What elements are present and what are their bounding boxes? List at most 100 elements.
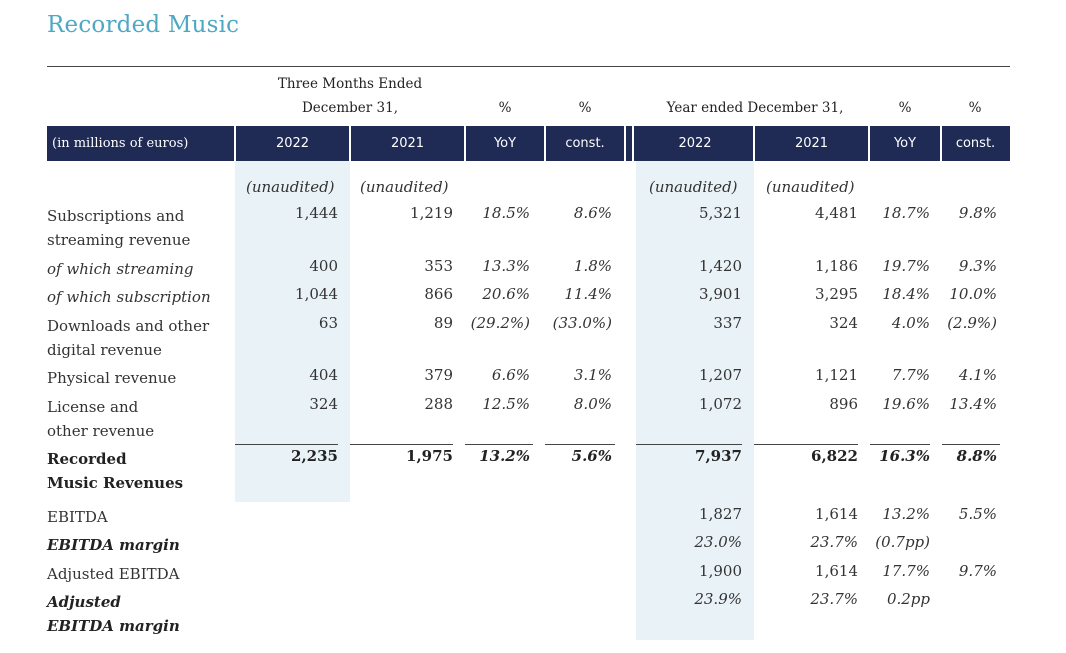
pct-yoy-q: %	[498, 100, 512, 116]
table-cell: 13.3%	[482, 257, 530, 275]
row-label: Adjusted	[47, 593, 121, 611]
band-sep	[349, 126, 351, 161]
table-cell: 23.9%	[694, 590, 742, 608]
table-cell: 3,295	[815, 285, 858, 303]
total-rule	[465, 444, 533, 445]
row-label: Downloads and other	[47, 317, 210, 335]
page-title: Recorded Music	[47, 12, 240, 38]
table-cell: 353	[424, 257, 453, 275]
top-rule	[47, 66, 1010, 67]
row-label: Music Revenues	[47, 474, 184, 492]
table-cell: 19.7%	[882, 257, 930, 275]
table-cell: 1,614	[815, 562, 858, 580]
table-cell: 400	[309, 257, 338, 275]
table-cell: 1.8%	[573, 257, 612, 275]
row-label: Physical revenue	[47, 369, 177, 387]
col-y-const: const.	[955, 136, 996, 151]
col-y-yoy: YoY	[893, 136, 917, 151]
pct-const-y: %	[968, 100, 982, 116]
table-cell: 13.2%	[882, 505, 930, 523]
december-31: December 31,	[301, 100, 398, 116]
table-cell: 7,937	[695, 447, 742, 465]
table-cell: 1,444	[295, 204, 338, 222]
row-label: Adjusted EBITDA	[47, 565, 180, 583]
total-rule	[942, 444, 1000, 445]
table-cell: 12.5%	[482, 395, 530, 413]
table-cell: 18.5%	[482, 204, 530, 222]
band-sep	[632, 126, 634, 161]
unaudited-q-2021: (unaudited)	[360, 178, 449, 196]
table-cell: 1,207	[699, 366, 742, 384]
unaudited-q-2022: (unaudited)	[246, 178, 335, 196]
table-cell: 23.0%	[694, 533, 742, 551]
col-q-yoy: YoY	[493, 136, 517, 151]
table-cell: 20.6%	[482, 285, 530, 303]
row-label: EBITDA margin	[47, 536, 180, 554]
row-label: digital revenue	[47, 341, 162, 359]
total-rule	[870, 444, 930, 445]
table-cell: 18.7%	[882, 204, 930, 222]
table-cell: 1,121	[815, 366, 858, 384]
table-cell: 1,420	[699, 257, 742, 275]
table-cell: 324	[829, 314, 858, 332]
col-y-2021: 2021	[794, 136, 829, 151]
table-cell: 7.7%	[891, 366, 930, 384]
table-cell: 4.0%	[891, 314, 930, 332]
header-band	[47, 126, 1010, 161]
band-sep	[624, 126, 626, 161]
table-cell: 6,822	[811, 447, 858, 465]
table-cell: 896	[829, 395, 858, 413]
table-cell: 1,614	[815, 505, 858, 523]
table-cell: 63	[318, 314, 338, 332]
table-cell: 18.4%	[882, 285, 930, 303]
table-cell: 3,901	[699, 285, 742, 303]
table-cell: 23.7%	[810, 533, 858, 551]
table-cell: 1,900	[699, 562, 742, 580]
table-cell: 9.3%	[958, 257, 997, 275]
band-sep	[753, 126, 755, 161]
row-label: streaming revenue	[47, 231, 191, 249]
table-cell: 1,186	[815, 257, 858, 275]
total-rule	[350, 444, 453, 445]
band-sep	[940, 126, 942, 161]
row-label: License and	[47, 398, 139, 416]
table-cell: 5,321	[699, 204, 742, 222]
unit-label: (in millions of euros)	[52, 136, 189, 151]
table-cell: 379	[424, 366, 453, 384]
table-cell: 4.1%	[958, 366, 997, 384]
row-label: of which subscription	[47, 288, 211, 306]
table-cell: 89	[433, 314, 453, 332]
total-rule	[545, 444, 615, 445]
table-cell: 8.8%	[956, 447, 997, 465]
shade-q-2022	[235, 161, 350, 502]
band-sep	[544, 126, 546, 161]
table-cell: 1,975	[406, 447, 453, 465]
table-cell: 866	[424, 285, 453, 303]
pct-const-q: %	[578, 100, 592, 116]
table-cell: 9.8%	[958, 204, 997, 222]
table-cell: 324	[309, 395, 338, 413]
total-rule	[754, 444, 858, 445]
year-ended: Year ended December 31,	[666, 100, 844, 116]
row-label: EBITDA margin	[47, 617, 180, 635]
band-sep	[234, 126, 236, 161]
table-cell: 8.0%	[573, 395, 612, 413]
row-label: Subscriptions and	[47, 207, 185, 225]
table-cell: 1,072	[699, 395, 742, 413]
shade-y-2022	[636, 161, 754, 640]
unaudited-y-2022: (unaudited)	[649, 178, 738, 196]
three-months-ended: Three Months Ended	[277, 76, 423, 92]
row-label: of which streaming	[47, 260, 194, 278]
table-cell: 17.7%	[882, 562, 930, 580]
table-cell: 9.7%	[958, 562, 997, 580]
table-cell: 1,219	[410, 204, 453, 222]
col-y-2022: 2022	[678, 136, 712, 151]
table-cell: 10.0%	[949, 285, 997, 303]
row-label: EBITDA	[47, 508, 108, 526]
table-cell: 288	[424, 395, 453, 413]
table-cell: 4,481	[815, 204, 858, 222]
table-cell: 8.6%	[573, 204, 612, 222]
table-cell: 11.4%	[564, 285, 612, 303]
table-cell: 5.5%	[958, 505, 997, 523]
table-cell: 1,827	[699, 505, 742, 523]
